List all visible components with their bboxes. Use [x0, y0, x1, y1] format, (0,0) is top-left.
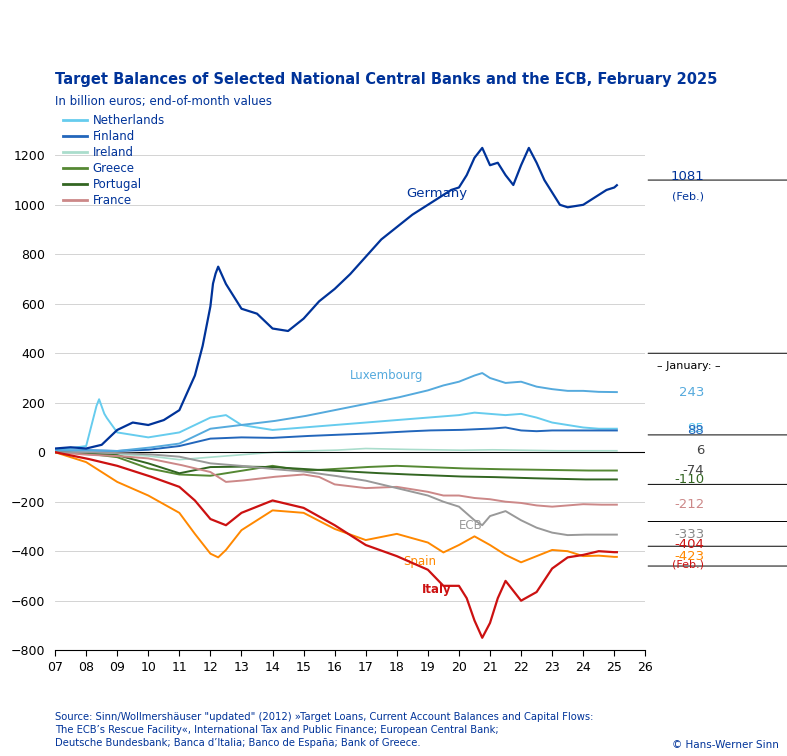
Text: Germany: Germany — [406, 187, 467, 200]
Text: 1081: 1081 — [671, 170, 704, 183]
Text: © Hans-Werner Sinn: © Hans-Werner Sinn — [672, 740, 779, 750]
Text: Source: Sinn/Wollmershäuser "updated" (2012) »Target Loans, Current Account Bala: Source: Sinn/Wollmershäuser "updated" (2… — [55, 712, 593, 748]
Legend: Netherlands, Finland, Ireland, Greece, Portugal, France: Netherlands, Finland, Ireland, Greece, P… — [61, 112, 168, 209]
Text: -74: -74 — [683, 464, 704, 477]
Text: (Feb.): (Feb.) — [672, 192, 704, 202]
Text: ECB: ECB — [459, 519, 482, 532]
Text: (Feb.): (Feb.) — [672, 559, 704, 569]
Text: -404: -404 — [674, 538, 704, 550]
Text: -212: -212 — [674, 498, 704, 511]
Text: 88: 88 — [688, 424, 704, 437]
Text: 243: 243 — [679, 386, 704, 398]
Text: – January: –: – January: – — [657, 361, 721, 370]
Text: -333: -333 — [674, 528, 704, 541]
Text: Spain: Spain — [403, 555, 436, 568]
Text: -110: -110 — [674, 473, 704, 486]
Text: 95: 95 — [688, 422, 704, 435]
Text: -423: -423 — [674, 550, 704, 563]
Text: In billion euros; end-of-month values: In billion euros; end-of-month values — [55, 94, 272, 107]
Text: Target Balances of Selected National Central Banks and the ECB, February 2025: Target Balances of Selected National Cen… — [55, 72, 718, 87]
Text: Italy: Italy — [422, 583, 451, 596]
Text: Luxembourg: Luxembourg — [350, 369, 423, 383]
Text: 6: 6 — [696, 445, 704, 457]
